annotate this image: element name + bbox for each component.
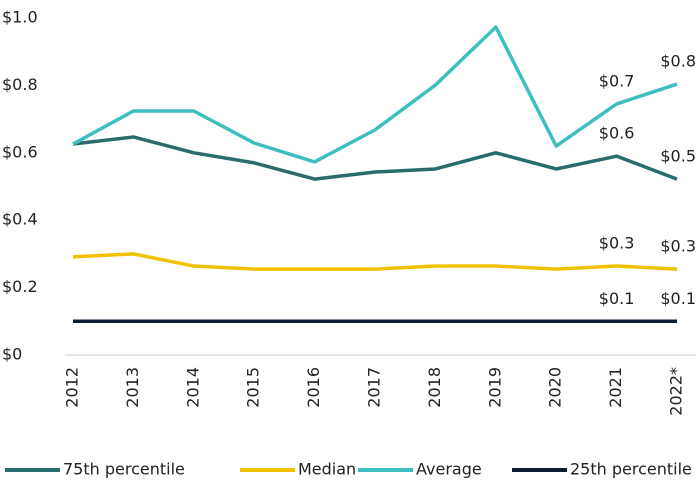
- data-label: $0.6: [599, 124, 635, 143]
- y-tick-label: $0: [2, 345, 22, 364]
- data-label: $0.1: [660, 289, 696, 308]
- x-tick-label: 2015: [244, 367, 263, 408]
- line: [72, 25, 678, 164]
- data-label: $0.8: [660, 52, 696, 71]
- data-label: $0.5: [660, 147, 696, 166]
- data-label: $0.7: [599, 71, 635, 90]
- legend-label: 25th percentile: [570, 460, 692, 479]
- x-tick-label: 2013: [123, 367, 142, 408]
- x-tick-label: 2016: [304, 367, 323, 408]
- legend-label: Average: [416, 460, 482, 479]
- x-tick-label: 2014: [183, 367, 202, 408]
- x-tick-label: 2018: [425, 367, 444, 408]
- data-label: $0.3: [660, 237, 696, 256]
- x-tick-label: 2021: [606, 367, 625, 408]
- x-tick-label: 2019: [485, 367, 504, 408]
- line: [72, 135, 678, 181]
- data-label: $0.1: [599, 289, 635, 308]
- data-label: $0.3: [599, 234, 635, 253]
- x-tick-label: 2012: [63, 367, 82, 408]
- legend-label: 75th percentile: [63, 460, 185, 479]
- x-tick-label: 2020: [546, 367, 565, 408]
- y-tick-label: $1.0: [2, 8, 38, 27]
- y-tick-label: $0.2: [2, 277, 38, 296]
- x-tick-label: 2022*: [667, 367, 686, 416]
- y-tick-label: $0.4: [2, 210, 38, 229]
- y-tick-label: $0.8: [2, 75, 38, 94]
- x-tick-label: 2017: [365, 367, 384, 408]
- y-tick-label: $0.6: [2, 142, 38, 161]
- legend-label: Median: [298, 460, 356, 479]
- line: [72, 252, 678, 271]
